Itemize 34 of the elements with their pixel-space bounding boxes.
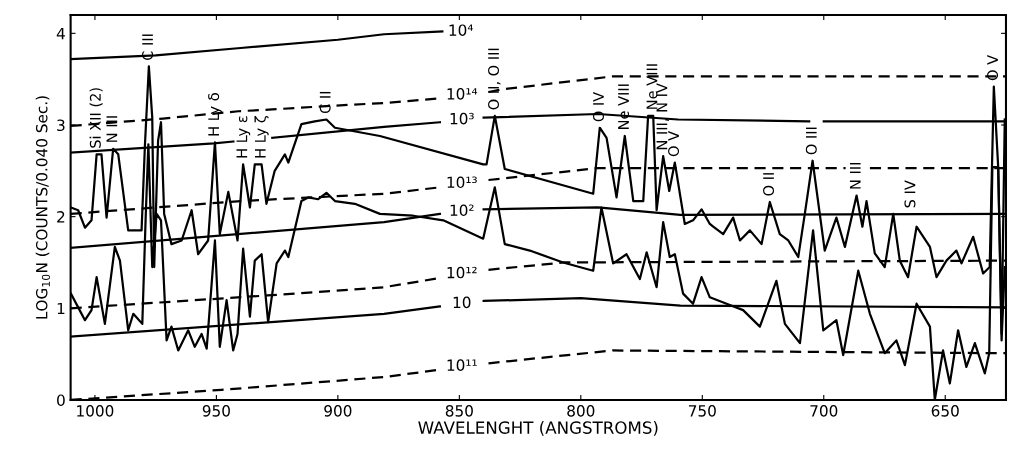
series-label: 10¹³ [447,176,477,189]
x-tick-label: 850 [445,405,473,417]
x-axis-title: WAVELENGHT (ANGSTROMS) [418,421,658,436]
annotation: H Ly δ [208,93,222,136]
annotation: S IV [904,180,916,208]
x-tick-label: 800 [567,405,595,417]
x-tick-label: 650 [931,405,959,417]
x-tick-label: 900 [324,405,352,417]
y-tick-label: 2 [57,211,65,223]
annotation: O V [987,54,999,81]
legend-label: 10⁴ [449,24,473,36]
annotation: C II [319,91,331,114]
annotation: O V [668,131,680,157]
annotation: N III [849,162,861,189]
y-axis-title: LOG$_{10}$N (COUNTS/0.040 Sec.) [35,96,50,319]
y-tick-label: 3 [57,119,65,132]
annotation: H Ly ζ [254,115,269,158]
x-tick-label: 1000 [77,405,114,417]
x-tick-label: 950 [202,405,230,417]
series-label: 10² [450,204,474,217]
x-tick-label: 750 [688,405,716,417]
series-label: 10¹⁴ [447,88,478,100]
series-label: 10¹¹ [447,359,477,371]
series-label: 10 [453,296,471,309]
annotation: H Ly ε [236,116,251,158]
annotation: O II [763,173,775,196]
annotation: O III [805,127,817,155]
y-tick-label: 1 [57,302,65,315]
y-tick-label: 4 [56,28,65,40]
series-label: 10³ [450,112,474,125]
annotation: Ne VIII [646,64,658,109]
x-tick-label: 700 [810,405,838,417]
series-label: 10¹² [447,266,477,279]
y-tick-label: 0 [57,394,65,406]
